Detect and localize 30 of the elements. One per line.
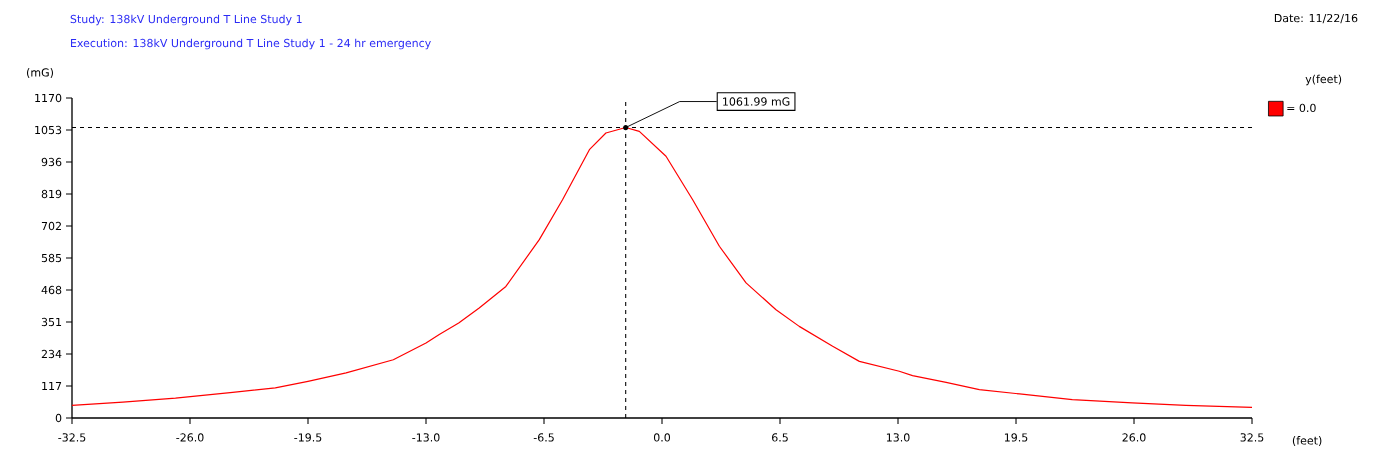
y-tick-label: 1170 — [35, 93, 62, 103]
text: Date: 11/22/16 — [1274, 13, 1358, 24]
y-tick-label: 351 — [41, 317, 62, 327]
x-tick-label: 32.5 — [1240, 433, 1264, 442]
x-tick-label: -6.5 — [533, 433, 554, 442]
legend-title: y(feet) — [1305, 74, 1342, 86]
annotation: 1061.99 mG — [723, 97, 790, 106]
x-tick-label: -32.5 — [58, 433, 86, 442]
x-tick-label: -26.0 — [176, 433, 204, 442]
x-axis-title: (feet) — [1292, 436, 1322, 446]
x-tick-label: -19.5 — [294, 433, 322, 442]
x-tick-label: -13.0 — [412, 433, 440, 442]
legend-label: = 0.0 — [1287, 103, 1316, 113]
x-tick-label: 13.0 — [886, 433, 910, 442]
chart-title: Study: 138kV Underground T Line Study 1 — [70, 14, 302, 26]
y-tick-label: 585 — [41, 253, 62, 263]
y-axis-title: (mG) — [26, 68, 53, 78]
y-tick-label: 234 — [41, 349, 62, 359]
y-tick-label: 1053 — [35, 125, 62, 135]
x-tick-label: 6.5 — [772, 433, 788, 442]
x-tick-label: 26.0 — [1122, 433, 1146, 442]
y-tick-label: 702 — [41, 221, 61, 231]
y-tick-label: 0 — [55, 413, 62, 423]
x-tick-label: 19.5 — [1004, 433, 1028, 442]
y-tick-label: 819 — [41, 189, 62, 199]
chart-subtitle: Execution: 138kV Underground T Line Study 1 - 24 hr emergency — [71, 38, 431, 50]
x-tick-label: 0.0 — [653, 433, 671, 442]
y-tick-label: 117 — [42, 381, 62, 391]
y-tick-label: 936 — [41, 157, 62, 167]
y-tick-label: 468 — [41, 285, 62, 295]
